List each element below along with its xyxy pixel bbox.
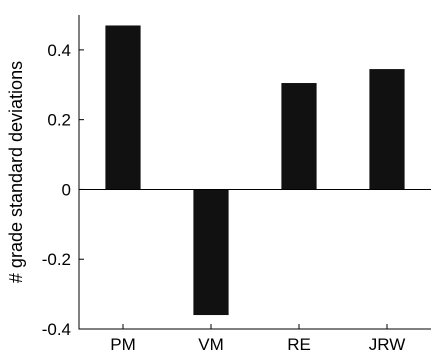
bar-re bbox=[281, 83, 317, 190]
bars-group bbox=[105, 25, 405, 316]
y-tick-label: -0.4 bbox=[42, 320, 71, 339]
x-tick-label-vm: VM bbox=[198, 335, 224, 354]
x-tick-label-pm: PM bbox=[110, 335, 136, 354]
x-ticks-group: PM VM RE JRW bbox=[110, 324, 405, 354]
y-tick-label: 0 bbox=[62, 180, 71, 199]
bar-vm bbox=[193, 189, 229, 316]
bar-jrw bbox=[369, 69, 405, 190]
y-axis-label: # grade standard deviations bbox=[6, 61, 26, 283]
bar-pm bbox=[105, 25, 141, 190]
y-ticks-group: -0.4 -0.2 0 0.2 0.4 bbox=[42, 41, 84, 339]
y-tick-label: 0.2 bbox=[47, 111, 71, 130]
y-tick-label: -0.2 bbox=[42, 250, 71, 269]
x-tick-label-re: RE bbox=[287, 335, 311, 354]
x-tick-label-jrw: JRW bbox=[369, 335, 406, 354]
y-tick-label: 0.4 bbox=[47, 41, 71, 60]
